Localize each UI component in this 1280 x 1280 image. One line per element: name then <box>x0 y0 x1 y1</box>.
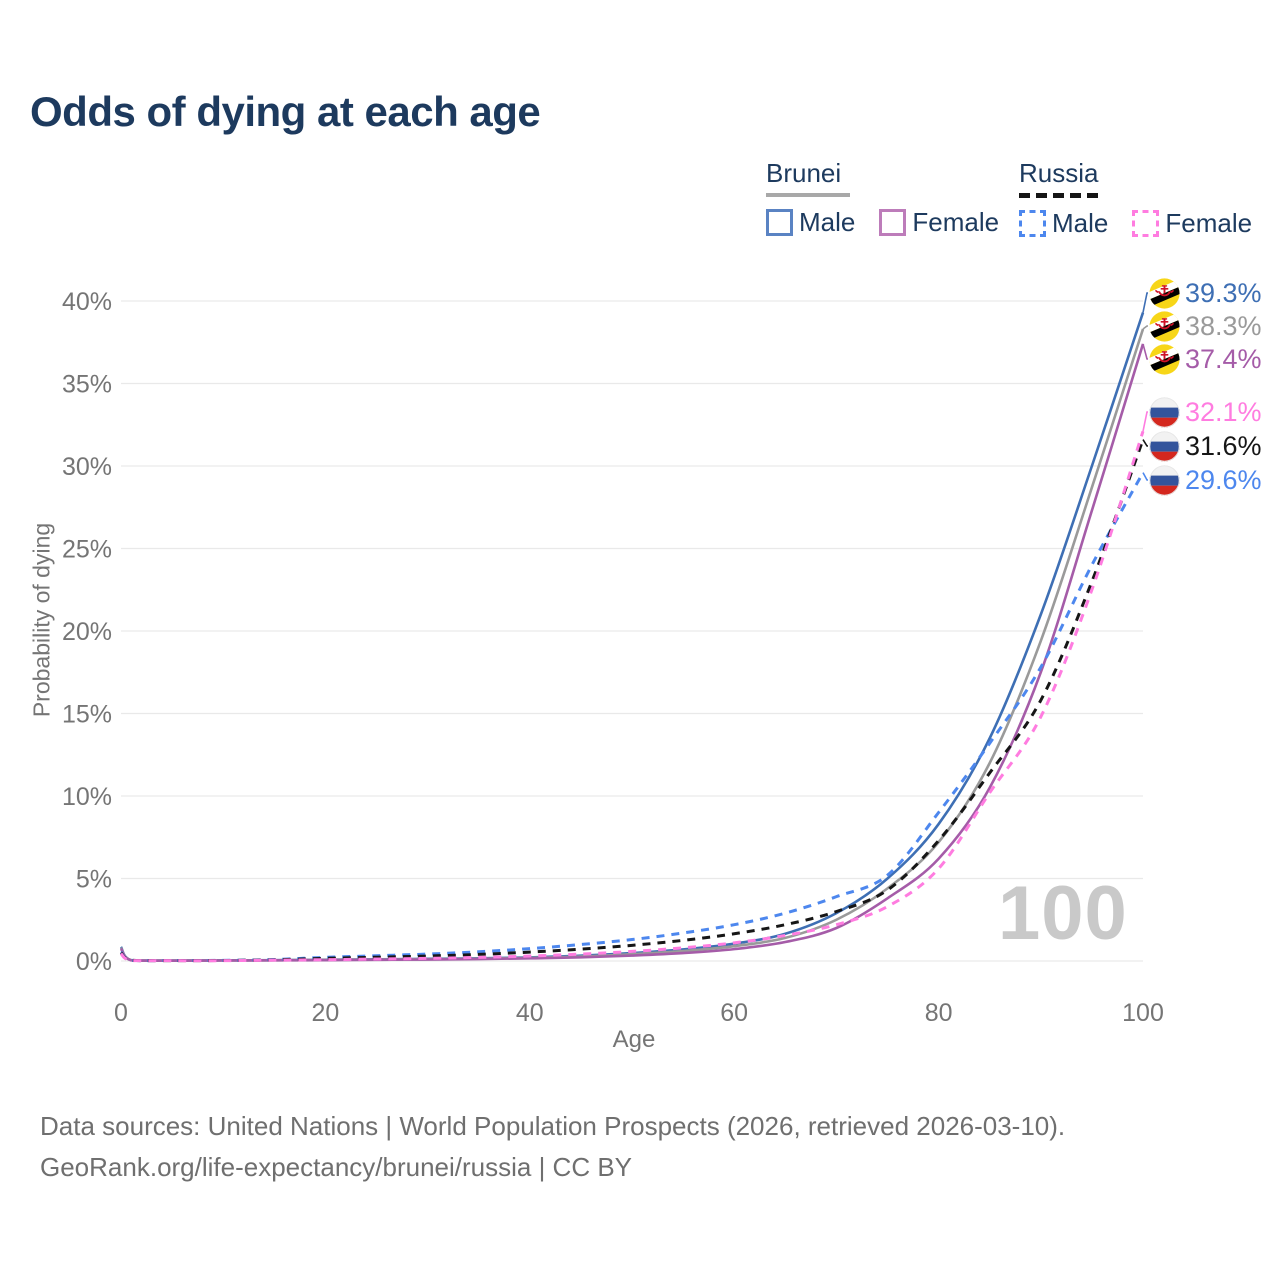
x-tick-label: 60 <box>720 999 748 1027</box>
y-tick-label: 35% <box>62 371 112 399</box>
russia-flag-icon <box>1149 430 1180 462</box>
legend-title-brunei: Brunei <box>766 158 842 188</box>
russia-flag-icon <box>1149 396 1180 428</box>
end-label-value: 31.6% <box>1185 430 1262 461</box>
end-label-value: 29.6% <box>1185 464 1262 495</box>
x-axis-title: Age <box>612 1026 656 1053</box>
y-tick-label: 20% <box>62 618 112 646</box>
end-label-brunei-male: 39.3% <box>1149 276 1262 310</box>
x-tick-label: 20 <box>311 999 339 1027</box>
y-tick-label: 25% <box>62 536 112 564</box>
x-tick-label: 0 <box>114 999 128 1027</box>
end-label-russia-male: 29.6% <box>1149 463 1262 497</box>
end-label-brunei-both-sexes: 38.3% <box>1149 309 1262 343</box>
y-tick-label: 0% <box>76 948 112 976</box>
legend-item-brunei-male[interactable]: Male <box>799 207 856 237</box>
end-label-brunei-female: 37.4% <box>1149 342 1262 376</box>
footer-sources-line: Data sources: United Nations | World Pop… <box>40 1111 1066 1141</box>
y-tick-label: 15% <box>62 701 112 729</box>
end-label-connector <box>1142 292 1148 313</box>
end-label-connector <box>1142 472 1148 481</box>
end-label-russia-both-sexes: 31.6% <box>1149 429 1262 463</box>
legend-item-brunei-female[interactable]: Female <box>912 207 1000 237</box>
legend-item-russia-female[interactable]: Female <box>1165 208 1253 238</box>
end-label-value: 38.3% <box>1185 310 1262 341</box>
end-label-connector <box>1142 343 1148 360</box>
x-tick-label: 80 <box>925 999 953 1027</box>
end-label-connector <box>1142 325 1148 330</box>
series-line-brunei-both-sexes <box>119 328 1145 962</box>
series-line-brunei-male <box>119 312 1145 962</box>
legend-group-russia: Russia Male Female <box>1019 158 1276 239</box>
brunei-flag-icon <box>1149 343 1180 375</box>
end-label-value: 32.1% <box>1185 396 1262 427</box>
end-label-russia-female: 32.1% <box>1149 395 1262 429</box>
legend-swatch-russia-female[interactable] <box>1132 210 1160 237</box>
x-tick-label: 40 <box>516 999 544 1027</box>
x-tick-label: 100 <box>1122 999 1164 1027</box>
y-tick-label: 5% <box>76 866 112 894</box>
y-tick-label: 30% <box>62 453 112 481</box>
page-title: Odds of dying at each age <box>30 88 541 135</box>
end-label-value: 39.3% <box>1185 277 1262 308</box>
series-line-russia-male <box>119 471 1145 963</box>
footer-license-line: GeoRank.org/life-expectancy/brunei/russi… <box>40 1152 633 1182</box>
end-label-connector <box>1142 411 1148 432</box>
series-line-russia-both-sexes <box>119 439 1145 963</box>
y-tick-label: 10% <box>62 783 112 811</box>
legend-swatch-russia-male[interactable] <box>1019 210 1046 237</box>
legend-underline-brunei-solid <box>766 193 850 197</box>
legend-swatch-brunei-female[interactable] <box>879 209 907 236</box>
series-line-russia-female <box>119 430 1145 963</box>
brunei-flag-icon <box>1149 277 1180 309</box>
russia-flag-icon <box>1149 464 1180 496</box>
hover-age-watermark: 100 <box>998 871 1128 956</box>
end-label-value: 37.4% <box>1185 343 1262 374</box>
legend-item-russia-male[interactable]: Male <box>1052 208 1109 238</box>
y-tick-label: 40% <box>62 288 112 316</box>
legend-group-brunei: Brunei Male Female <box>766 158 1023 238</box>
legend-swatch-brunei-male[interactable] <box>766 209 793 236</box>
legend-underline-russia-dashed <box>1019 193 1099 198</box>
series-line-brunei-female <box>119 343 1145 962</box>
brunei-flag-icon <box>1149 310 1180 342</box>
legend-title-russia: Russia <box>1019 158 1099 188</box>
end-label-connector <box>1142 439 1148 447</box>
footer-attribution: Data sources: United Nations | World Pop… <box>40 1106 1065 1188</box>
